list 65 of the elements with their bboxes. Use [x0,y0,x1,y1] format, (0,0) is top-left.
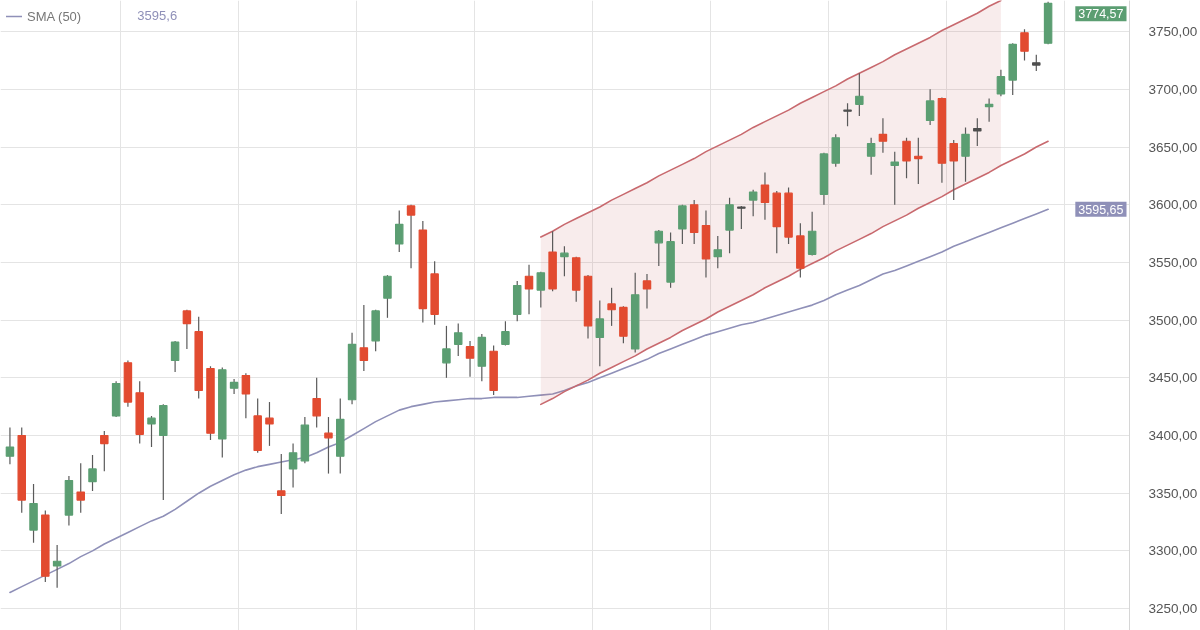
y-tick-label: 3550,00 [1148,254,1198,270]
candlestick [182,309,192,350]
candlestick [925,88,935,126]
candlestick [406,204,416,269]
candlestick [996,69,1006,97]
candlestick [961,126,970,183]
candlestick [914,137,923,185]
candlestick [807,211,817,257]
candlestick [866,137,876,176]
candlestick [147,415,156,448]
candlestick [465,340,475,378]
candlestick [642,273,652,310]
candlestick [265,401,274,447]
candlestick [170,340,180,373]
candlestick [100,430,109,472]
candlestick [5,426,15,465]
candlestick [595,299,605,367]
candlestick [654,229,664,267]
line-series [540,140,1049,406]
candlestick [678,204,687,245]
line-series [540,0,1002,238]
y-tick-label: 3700,00 [1148,81,1198,97]
candlestick [855,72,864,117]
y-tick-label: 3650,00 [1148,139,1198,155]
candlestick [241,372,251,419]
candlestick [383,274,392,319]
candlestick [324,416,333,475]
y-tick-label: 3450,00 [1148,370,1198,386]
line-series [9,208,1049,594]
y-tick-label: 3350,00 [1148,485,1198,501]
candlestick [501,320,510,347]
y-tick-label: 3400,00 [1148,428,1198,443]
candlestick [748,189,758,217]
candlestick [607,287,616,327]
candlestick [949,139,958,201]
candlestick [312,377,321,429]
text: 3774,57 [1078,7,1124,22]
text: 3595,65 [1078,202,1124,217]
y-tick-label: 3250,00 [1148,601,1198,617]
candlestick [277,453,286,515]
y-tick-label: 3300,00 [1148,543,1198,559]
candlestick [394,209,404,253]
candlestick [890,151,899,206]
candlestick [878,117,888,154]
candlestick [288,442,298,489]
candlestick [536,271,546,309]
y-tick-label: 3750,00 [1148,24,1198,40]
candlestick [713,235,723,269]
candlestick [453,322,463,357]
y-tick-label: 3500,00 [1148,312,1198,328]
y-tick-label: 3600,00 [1148,197,1198,213]
candlestick [902,137,911,179]
candlestick [442,325,451,379]
candlestick [560,245,569,277]
candlestick [843,102,852,127]
candlestick [1020,28,1029,62]
candlestick [52,544,62,589]
candlestick [760,171,770,221]
candlestick [359,304,369,372]
legend-label: SMA (50) [27,8,82,24]
candlestick [88,454,97,492]
candlestick [76,462,85,514]
candlestick [524,264,534,315]
annotation: 3595,6 [137,8,178,23]
candlestick [973,117,982,147]
